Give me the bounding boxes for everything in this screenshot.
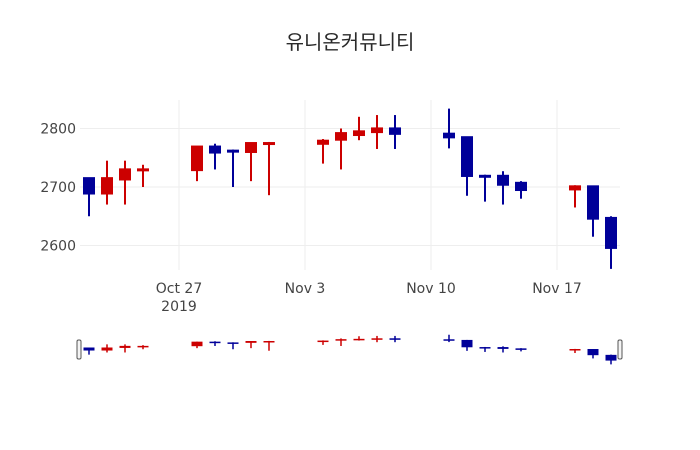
chart-title: 유니온커뮤니티 (286, 30, 415, 54)
candle-body (443, 132, 455, 139)
y-tick-label: 2600 (40, 239, 76, 255)
range-slider[interactable] (76, 334, 623, 365)
candle-body (209, 145, 221, 154)
x-tick-label: Nov 3 (285, 281, 326, 297)
candle-body (137, 168, 149, 172)
range-slider-left-handle[interactable] (76, 339, 82, 360)
mini-candle (461, 339, 473, 351)
mini-candle (335, 338, 347, 346)
x-tick-label: Nov 10 (406, 281, 456, 297)
candle-body (461, 136, 473, 177)
candle[interactable] (515, 181, 527, 199)
x-tick-year-label: 2019 (161, 299, 197, 315)
mini-candle (83, 347, 95, 355)
candle-body (263, 142, 275, 146)
candle-body (497, 174, 509, 186)
mini-candle (587, 349, 599, 359)
mini-candle (569, 348, 581, 354)
candle[interactable] (479, 174, 491, 202)
x-tick-label: Nov 17 (532, 281, 582, 297)
mini-candle (101, 344, 113, 353)
candle-body (389, 127, 401, 135)
candle[interactable] (461, 136, 473, 196)
candle[interactable] (209, 143, 221, 170)
candle-body (101, 177, 113, 195)
candle-body (353, 130, 365, 137)
candle[interactable] (101, 160, 113, 205)
candle[interactable] (569, 185, 581, 208)
candle-body (191, 145, 203, 172)
mini-candle (479, 346, 491, 352)
candle-body (479, 174, 491, 178)
candle[interactable] (119, 160, 131, 205)
candle[interactable] (245, 142, 257, 182)
candle-body (245, 142, 257, 153)
range-slider-right-handle[interactable] (617, 339, 623, 360)
candles-main[interactable] (83, 108, 617, 269)
candle[interactable] (443, 108, 455, 149)
gridlines (80, 100, 620, 270)
y-tick-label: 2800 (40, 122, 76, 138)
candle-body (371, 127, 383, 134)
y-axis: 2600 2700 2800 (40, 122, 76, 255)
candle-body (227, 149, 239, 153)
mini-candle (371, 335, 383, 343)
mini-candle (389, 335, 401, 343)
candle[interactable] (371, 115, 383, 149)
range-slider-candles (83, 334, 617, 365)
candle[interactable] (263, 141, 275, 196)
candle[interactable] (389, 115, 401, 149)
mini-candle (605, 354, 617, 365)
mini-candle (137, 345, 149, 350)
mini-candle (317, 340, 329, 345)
mini-candle (245, 341, 257, 349)
candle-body (83, 177, 95, 195)
candle[interactable] (335, 128, 347, 170)
mini-candle (119, 344, 131, 353)
candle-body (587, 185, 599, 220)
x-tick-label: Oct 27 (156, 281, 202, 297)
mini-candle (263, 340, 275, 351)
mini-candle (443, 334, 455, 343)
y-tick-label: 2700 (40, 180, 76, 196)
candle[interactable] (227, 149, 239, 187)
candle[interactable] (137, 164, 149, 187)
mini-candle (515, 348, 527, 352)
mini-candle (497, 346, 509, 353)
mini-candle (353, 336, 365, 341)
candle[interactable] (317, 139, 329, 164)
candle[interactable] (83, 177, 95, 217)
candle[interactable] (191, 145, 203, 182)
candle-body (335, 132, 347, 141)
candle-body (605, 216, 617, 249)
mini-candle (191, 341, 203, 349)
candle[interactable] (497, 171, 509, 205)
candle-body (569, 185, 581, 191)
mini-candle (227, 342, 239, 350)
candle-body (515, 181, 527, 192)
candle[interactable] (605, 216, 617, 269)
candle[interactable] (587, 185, 599, 237)
mini-candle (209, 341, 221, 346)
candle-body (317, 139, 329, 145)
candle[interactable] (353, 116, 365, 141)
candle-body (119, 168, 131, 181)
x-axis: Oct 27 2019 Nov 3 Nov 10 Nov 17 (156, 281, 582, 315)
